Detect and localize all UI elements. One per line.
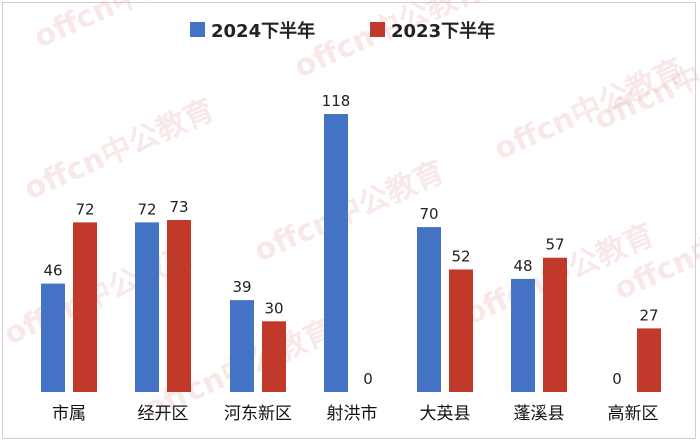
value-labels-layer: 46 72 72 73 39 30 118 0 70 52 48 57 0 27 [43,92,658,388]
bar-series2 [262,321,286,392]
legend-swatch [370,22,385,37]
data-label: 52 [451,247,470,265]
data-label: 46 [43,262,62,280]
data-label: 48 [513,257,532,275]
category-label: 射洪市 [327,404,378,424]
legend: 2024下半年 2023下半年 [190,20,495,42]
category-label: 市属 [52,404,86,424]
category-label: 大英县 [420,404,471,424]
data-label: 27 [639,306,658,324]
bar-series2 [73,222,97,392]
data-label: 72 [75,200,94,218]
category-labels-layer: 市属 经开区 河东新区 射洪市 大英县 蓬溪县 高新区 [52,404,659,424]
watermark-text: offcn中公教育 [19,92,220,207]
data-label: 118 [322,92,351,110]
data-label: 72 [137,200,156,218]
legend-label: 2023下半年 [391,20,495,42]
data-label: 0 [363,370,373,388]
chart-frame [2,2,696,439]
data-label: 70 [419,205,438,223]
bar-series1 [41,283,65,392]
bar-series2 [449,269,473,392]
category-label: 经开区 [138,404,189,424]
data-label: 39 [232,278,251,296]
bar-series1 [417,227,441,392]
watermark-layer: offcn中公教育offcn中公教育offcn中公教育offcn中公教育offc… [0,0,700,427]
bars-layer [41,114,661,392]
bar-series2 [543,257,567,392]
category-label: 河东新区 [224,404,292,424]
data-label: 73 [169,198,188,216]
data-label: 0 [612,370,622,388]
watermark-text: offcn中公教育 [289,0,490,85]
legend-label: 2024下半年 [211,20,315,42]
data-label: 57 [545,236,564,254]
bar-series1 [135,222,159,392]
bar-series1 [324,114,348,392]
data-label: 30 [264,299,283,317]
category-label: 高新区 [608,404,659,424]
category-label: 蓬溪县 [514,404,565,424]
bar-series1 [230,300,254,392]
bar-series1 [511,278,535,392]
bar-series2 [637,328,661,392]
bar-series2 [167,220,191,392]
legend-swatch [190,22,205,37]
watermark-text: offcn中公教育 [589,22,700,137]
